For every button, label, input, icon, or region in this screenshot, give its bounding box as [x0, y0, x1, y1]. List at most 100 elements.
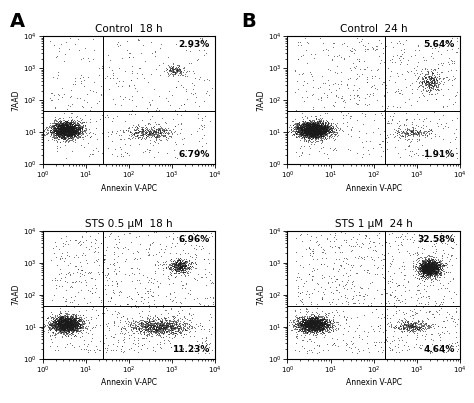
Point: [179, 269, 187, 276]
Point: [309, 125, 316, 131]
Point: [321, 130, 329, 136]
Point: [324, 124, 332, 131]
Point: [60, 312, 67, 319]
Point: [54, 130, 62, 137]
Point: [72, 114, 80, 120]
Point: [325, 325, 332, 332]
Point: [312, 127, 319, 134]
Point: [140, 323, 148, 330]
Point: [326, 127, 334, 134]
Point: [428, 321, 436, 327]
Point: [400, 326, 407, 332]
Point: [301, 320, 308, 326]
Point: [69, 130, 77, 136]
Point: [431, 264, 439, 270]
Point: [63, 329, 70, 336]
Point: [180, 263, 187, 270]
Point: [65, 328, 73, 334]
Point: [315, 127, 322, 134]
Point: [317, 123, 324, 130]
Point: [296, 133, 303, 139]
Point: [55, 118, 62, 125]
Point: [72, 324, 80, 330]
Point: [64, 326, 72, 332]
Point: [158, 322, 165, 328]
Point: [164, 129, 172, 136]
Point: [125, 246, 132, 252]
Point: [105, 274, 113, 281]
Point: [162, 306, 169, 313]
Point: [63, 318, 70, 325]
Point: [301, 130, 308, 137]
Point: [408, 148, 416, 154]
Point: [319, 127, 327, 133]
Point: [317, 122, 324, 128]
Point: [172, 330, 179, 336]
Point: [294, 323, 301, 330]
Point: [164, 322, 172, 328]
Point: [292, 130, 300, 136]
Point: [82, 123, 89, 129]
Point: [60, 318, 68, 324]
Point: [68, 131, 76, 138]
Point: [307, 121, 315, 127]
Point: [318, 125, 326, 131]
Point: [309, 125, 317, 131]
Point: [311, 126, 319, 133]
Point: [302, 320, 310, 326]
Point: [437, 345, 444, 351]
Point: [310, 118, 318, 125]
Point: [46, 320, 54, 326]
Point: [58, 127, 66, 133]
Point: [314, 126, 321, 133]
Point: [166, 295, 174, 302]
Point: [425, 273, 433, 279]
Point: [53, 135, 61, 141]
Point: [313, 328, 320, 334]
Point: [298, 125, 305, 131]
Point: [324, 318, 331, 325]
Point: [165, 323, 173, 329]
Point: [146, 140, 154, 146]
Point: [63, 328, 70, 334]
Point: [49, 73, 57, 80]
Point: [169, 66, 177, 73]
Point: [70, 127, 77, 134]
Point: [162, 326, 169, 332]
Point: [156, 320, 164, 326]
Point: [174, 64, 182, 71]
Point: [163, 324, 170, 330]
Point: [423, 264, 431, 271]
Point: [300, 124, 308, 130]
Point: [60, 133, 68, 139]
Point: [68, 324, 75, 331]
Point: [423, 264, 431, 270]
Point: [304, 126, 312, 132]
Point: [310, 121, 317, 128]
Point: [143, 130, 150, 136]
Point: [147, 275, 155, 282]
Point: [314, 316, 321, 322]
Point: [59, 326, 67, 332]
Point: [105, 327, 112, 333]
Point: [55, 311, 63, 317]
Point: [305, 320, 312, 326]
Point: [313, 323, 321, 329]
Point: [286, 319, 293, 326]
Point: [421, 266, 429, 272]
Point: [155, 127, 162, 133]
Point: [61, 319, 69, 326]
Point: [46, 38, 54, 44]
Point: [61, 322, 68, 329]
Point: [351, 243, 358, 249]
Point: [303, 125, 311, 131]
Point: [153, 328, 160, 335]
Point: [421, 80, 428, 86]
Point: [316, 129, 324, 136]
Point: [417, 262, 425, 268]
Point: [70, 134, 77, 140]
Point: [355, 56, 363, 62]
Point: [61, 125, 68, 131]
Point: [62, 127, 70, 134]
Point: [56, 318, 64, 324]
